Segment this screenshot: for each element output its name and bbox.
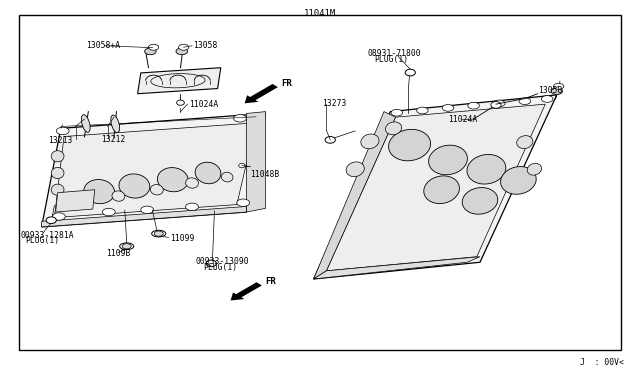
Circle shape (468, 102, 479, 109)
Ellipse shape (405, 69, 415, 76)
Ellipse shape (388, 129, 431, 161)
Ellipse shape (186, 178, 198, 188)
Text: 11024A: 11024A (189, 100, 218, 109)
Ellipse shape (516, 136, 533, 148)
Circle shape (52, 213, 65, 220)
Polygon shape (326, 104, 545, 271)
Text: PLUG(1): PLUG(1) (374, 55, 408, 64)
Ellipse shape (51, 167, 64, 179)
Text: 08931-71800: 08931-71800 (368, 49, 422, 58)
Circle shape (551, 88, 563, 94)
FancyArrow shape (230, 282, 262, 301)
Ellipse shape (206, 260, 216, 267)
Ellipse shape (112, 191, 125, 201)
Circle shape (237, 199, 250, 206)
Text: 13273: 13273 (322, 99, 346, 108)
Ellipse shape (152, 230, 166, 237)
Circle shape (154, 231, 163, 236)
Circle shape (56, 127, 69, 135)
Text: 13213: 13213 (48, 136, 72, 145)
Polygon shape (56, 190, 95, 212)
Circle shape (102, 208, 115, 216)
Circle shape (519, 98, 531, 105)
Text: J  : 00V<: J : 00V< (580, 358, 624, 367)
Ellipse shape (527, 163, 541, 175)
Text: FR: FR (282, 79, 292, 88)
Ellipse shape (81, 115, 90, 132)
Circle shape (141, 206, 154, 214)
Polygon shape (42, 113, 266, 227)
Ellipse shape (177, 100, 184, 105)
Text: 11048B: 11048B (250, 170, 279, 179)
Circle shape (541, 96, 553, 102)
Text: 11099: 11099 (170, 234, 194, 243)
Text: 00933-1281A: 00933-1281A (20, 231, 74, 240)
Ellipse shape (46, 217, 56, 224)
Ellipse shape (491, 102, 501, 108)
Circle shape (234, 115, 246, 122)
Circle shape (442, 105, 454, 111)
Circle shape (148, 44, 159, 50)
Ellipse shape (150, 185, 163, 195)
Ellipse shape (239, 163, 245, 168)
Text: 13058: 13058 (193, 41, 218, 50)
Ellipse shape (462, 187, 498, 214)
Ellipse shape (429, 145, 467, 175)
Circle shape (391, 109, 403, 116)
FancyArrow shape (244, 84, 278, 103)
Polygon shape (314, 95, 557, 279)
Ellipse shape (79, 195, 93, 206)
Text: PLUG(1): PLUG(1) (204, 263, 237, 272)
Polygon shape (138, 68, 221, 94)
Circle shape (176, 48, 188, 55)
Polygon shape (246, 112, 266, 212)
Ellipse shape (157, 168, 188, 192)
Circle shape (493, 100, 505, 107)
Polygon shape (54, 123, 256, 218)
Text: 11024A: 11024A (448, 115, 477, 124)
Ellipse shape (51, 184, 64, 195)
Ellipse shape (346, 162, 364, 177)
Ellipse shape (325, 137, 335, 143)
Text: PLUG(1): PLUG(1) (26, 236, 60, 245)
Text: 1109B: 1109B (106, 249, 130, 258)
Ellipse shape (120, 243, 134, 250)
Circle shape (186, 203, 198, 211)
Ellipse shape (119, 174, 150, 198)
Circle shape (179, 44, 189, 50)
Text: 13212: 13212 (101, 135, 125, 144)
Circle shape (554, 83, 564, 89)
Ellipse shape (385, 122, 402, 135)
Ellipse shape (424, 176, 460, 203)
Circle shape (417, 107, 428, 114)
Polygon shape (314, 112, 396, 279)
Ellipse shape (467, 154, 506, 184)
Text: 13058+A: 13058+A (86, 41, 120, 50)
Text: 11041M: 11041M (304, 9, 336, 17)
Text: FR: FR (265, 278, 276, 286)
Ellipse shape (51, 151, 64, 162)
Ellipse shape (111, 115, 120, 133)
Circle shape (145, 48, 156, 55)
Ellipse shape (84, 180, 115, 203)
Text: 13058: 13058 (538, 86, 562, 95)
Polygon shape (314, 257, 480, 279)
Ellipse shape (221, 172, 233, 182)
Circle shape (122, 244, 131, 249)
Polygon shape (42, 206, 246, 227)
Ellipse shape (195, 162, 221, 184)
Ellipse shape (500, 167, 536, 194)
Ellipse shape (361, 134, 379, 149)
Text: 00933-13090: 00933-13090 (195, 257, 249, 266)
